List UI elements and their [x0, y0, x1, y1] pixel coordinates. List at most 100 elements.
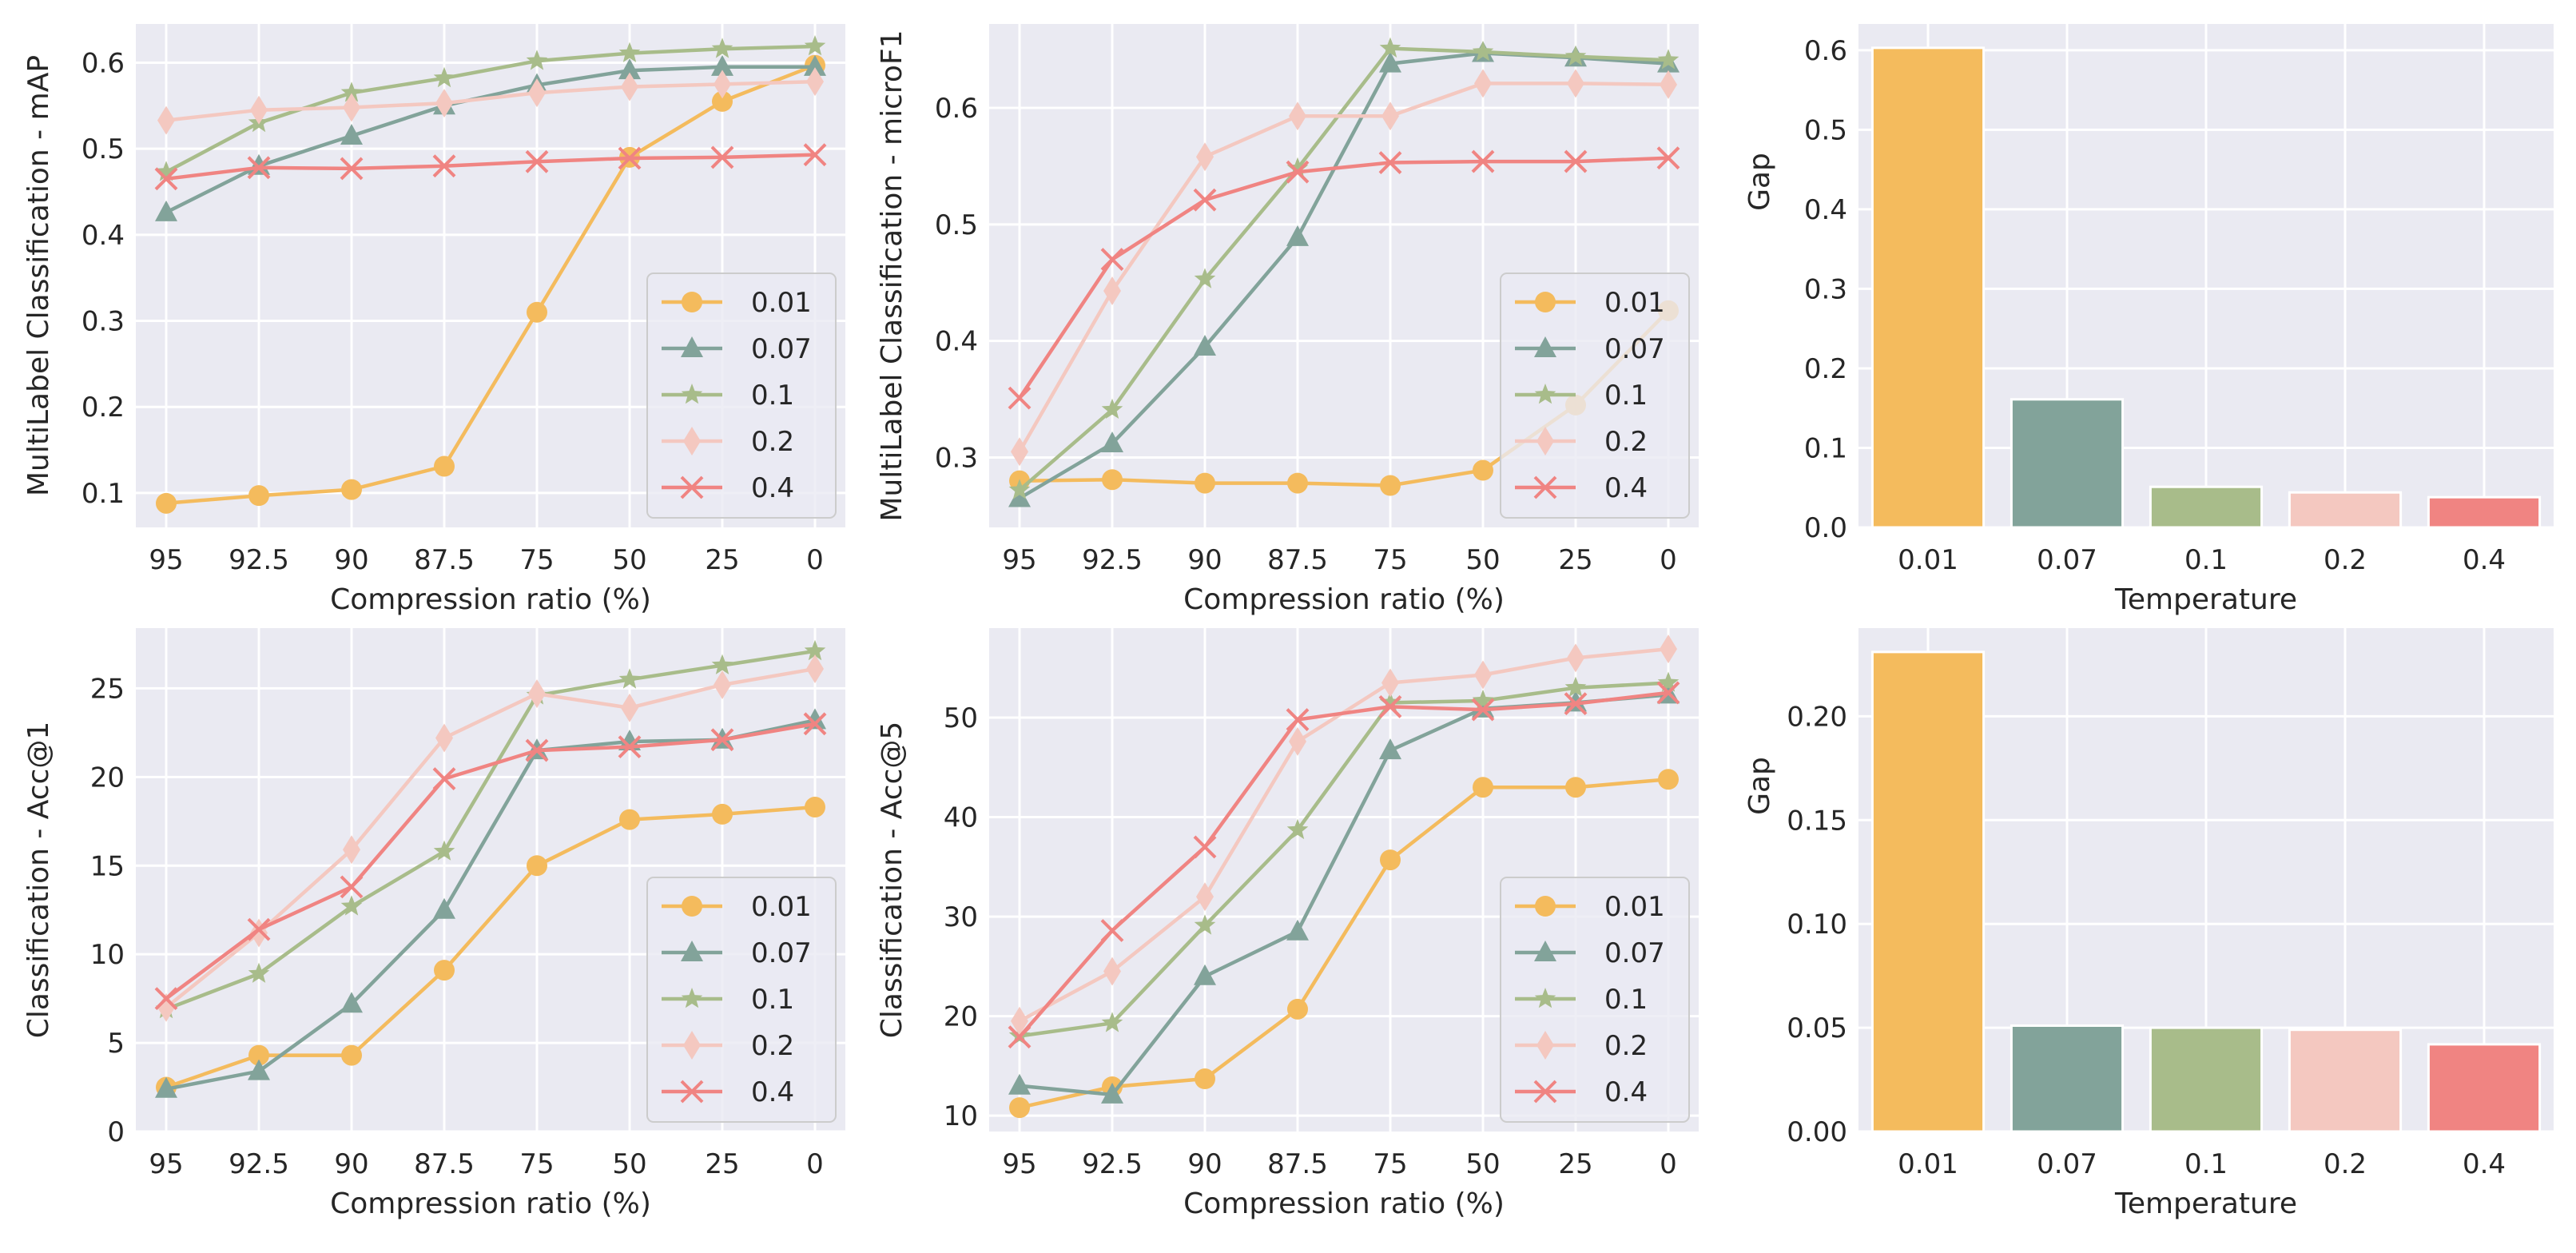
data-point [618, 735, 642, 759]
data-point [803, 143, 827, 167]
x-tick-label: 50 [612, 1148, 646, 1180]
x-tick-label: 0.1 [2184, 1148, 2228, 1180]
legend-marker [1534, 384, 1556, 404]
x-tick-label: 90 [1187, 1148, 1222, 1180]
data-point [804, 35, 826, 56]
legend-marker [681, 384, 703, 404]
data-point [1196, 142, 1214, 172]
data-point [1286, 919, 1309, 941]
legend-label: 0.07 [1604, 333, 1665, 365]
legend-marker [1535, 896, 1556, 917]
data-point [525, 149, 549, 173]
legend-box [646, 272, 837, 519]
data-point [1657, 671, 1680, 692]
y-tick-label: 0.6 [1804, 35, 1847, 67]
legend-label: 0.4 [1604, 472, 1648, 504]
x-axis-label: Compression ratio (%) [330, 583, 651, 616]
data-point [525, 738, 549, 762]
data-point [1472, 696, 1494, 718]
data-point [1286, 225, 1309, 246]
series-0.4 [1008, 146, 1680, 410]
legend-label: 0.07 [751, 937, 812, 969]
data-point [432, 767, 456, 790]
data-point [154, 987, 178, 1011]
data-point [340, 992, 363, 1013]
data-point [1286, 160, 1310, 184]
data-point [1196, 882, 1214, 912]
y-tick-label: 0.1 [81, 478, 125, 510]
data-point [621, 72, 638, 101]
data-point [1287, 998, 1308, 1020]
data-point [1660, 70, 1677, 99]
legend-item-0.07: 0.07 [662, 937, 812, 969]
bar-0.01 [1870, 650, 1986, 1133]
series-line [1018, 156, 1669, 400]
data-point [1103, 276, 1121, 305]
data-point [1378, 694, 1402, 718]
y-tick-label: 0.3 [935, 443, 978, 475]
data-point [1379, 37, 1401, 58]
data-point [806, 654, 824, 684]
legend-marker [680, 475, 704, 499]
data-point [1378, 151, 1402, 174]
data-point [1471, 149, 1495, 173]
data-point [1008, 479, 1031, 499]
data-point [248, 1059, 270, 1080]
x-tick-label: 0 [806, 1148, 824, 1180]
x-tick-label: 0.2 [2324, 544, 2367, 576]
legend-item-0.07: 0.07 [1515, 937, 1665, 969]
y-tick-label: 20 [90, 762, 125, 794]
y-tick-label: 0.6 [935, 93, 978, 125]
data-point [1656, 146, 1680, 170]
data-point [435, 723, 453, 753]
series-line [1018, 690, 1669, 1039]
y-tick-label: 0.2 [81, 392, 125, 424]
x-tick-label: 0.07 [2037, 544, 2097, 576]
series-0.2 [157, 67, 824, 135]
data-point [341, 1044, 362, 1066]
data-point [618, 668, 641, 689]
series-line [1019, 777, 1669, 1110]
data-point [340, 875, 364, 899]
bar-0.07 [2010, 1024, 2125, 1133]
data-point [1564, 690, 1587, 712]
data-point [1286, 818, 1309, 840]
x-axis-label: Compression ratio (%) [330, 1187, 651, 1220]
legend-item-0.1: 0.1 [1515, 380, 1648, 412]
series-line [1019, 681, 1669, 1038]
legend-marker [681, 336, 703, 357]
data-point [711, 654, 733, 674]
legend-marker [1535, 292, 1556, 312]
x-tick-label: 87.5 [414, 1148, 475, 1180]
data-point [1194, 268, 1216, 288]
legend-marker [682, 292, 702, 312]
legend-label: 0.4 [1604, 1076, 1648, 1108]
legend-item-0.01: 0.01 [662, 287, 812, 319]
x-tick-label: 75 [519, 1148, 554, 1180]
data-point [806, 67, 824, 97]
data-point [621, 693, 638, 722]
data-point [618, 42, 641, 62]
x-axis-label: Temperature [2114, 1187, 2297, 1220]
series-line [165, 65, 815, 214]
data-point [804, 639, 826, 661]
data-point [433, 66, 455, 88]
y-tick-label: 0.5 [935, 209, 978, 241]
data-point [1657, 49, 1680, 70]
x-tick-label: 95 [1002, 1148, 1036, 1180]
series-line [165, 805, 816, 1089]
data-point [1381, 668, 1399, 698]
legend-marker [1533, 475, 1557, 499]
legend-marker [1534, 941, 1556, 961]
legend-marker [1533, 1080, 1557, 1104]
legend-marker [682, 896, 702, 917]
legend-marker [683, 1031, 701, 1060]
data-point [527, 301, 547, 323]
legend-item-0.2: 0.2 [662, 426, 794, 458]
x-tick-label: 0.01 [1898, 544, 1958, 576]
bar-0.4 [2427, 1043, 2542, 1133]
data-point [1193, 188, 1217, 212]
legend-item-0.01: 0.01 [1515, 287, 1665, 319]
data-point [434, 960, 455, 981]
y-tick-label: 0 [107, 1116, 125, 1148]
